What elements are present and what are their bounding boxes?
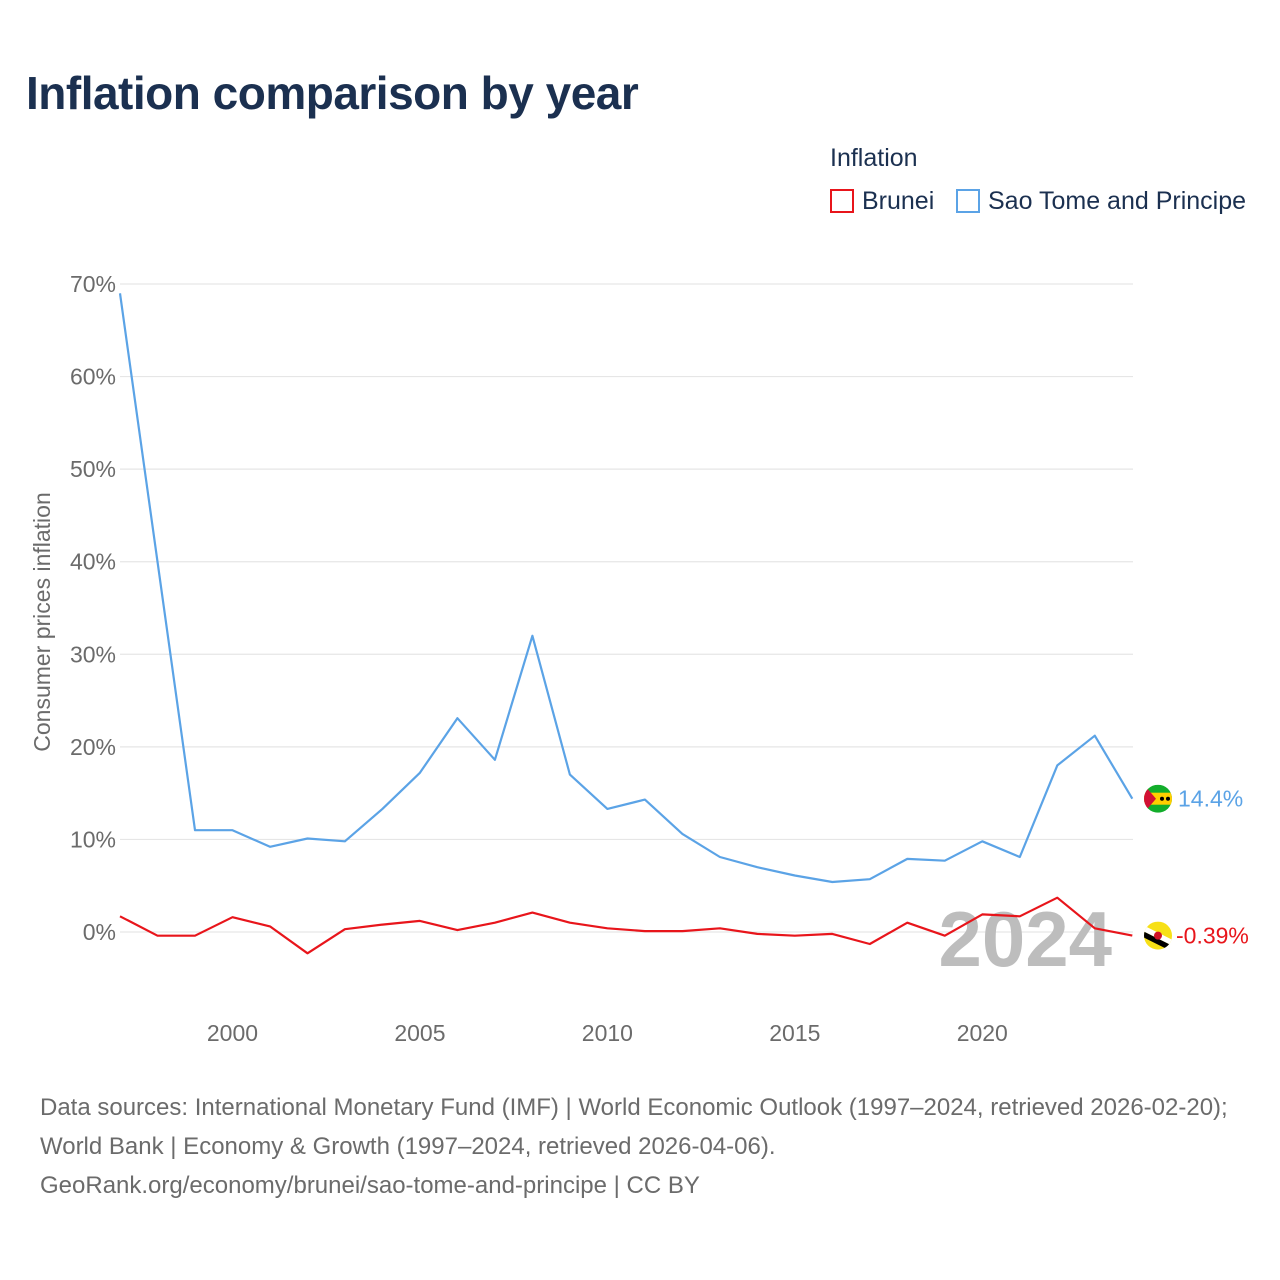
legend-item-brunei[interactable]: Brunei <box>830 186 934 216</box>
legend-swatch-sao-tome <box>956 189 980 213</box>
y-tick-label-50: 50% <box>70 456 116 482</box>
series-line-brunei <box>119 896 1133 955</box>
y-tick-label-70: 70% <box>70 271 116 297</box>
legend-swatch-brunei <box>830 189 854 213</box>
current-year-watermark: 2024 <box>938 895 1112 983</box>
y-tick-label-60: 60% <box>70 364 116 390</box>
flag-brunei-icon <box>1144 921 1172 950</box>
legend-label-brunei: Brunei <box>862 186 935 215</box>
legend-label-sao-tome: Sao Tome and Principe <box>988 186 1247 215</box>
series-line-sao-tome-and-principe <box>118 293 1134 884</box>
data-sources-text: Data sources: International Monetary Fun… <box>40 1094 1228 1160</box>
legend-item-sao-tome[interactable]: Sao Tome and Principe <box>956 186 1246 216</box>
x-tick-label-2000: 2000 <box>207 1020 258 1046</box>
x-tick-label-2020: 2020 <box>957 1020 1008 1046</box>
y-axis-title: Consumer prices inflation <box>29 492 55 752</box>
end-label-brunei: -0.39% <box>1176 923 1249 949</box>
x-tick-label-2005: 2005 <box>394 1020 445 1046</box>
end-label-sao-tome: 14.4% <box>1178 786 1243 812</box>
y-tick-label-40: 40% <box>70 549 116 575</box>
chart-title: Inflation comparison by year <box>26 67 639 119</box>
flag-sao-tome-icon <box>1144 784 1172 813</box>
y-tick-label-30: 30% <box>70 641 116 667</box>
legend-title: Inflation <box>830 144 918 172</box>
x-tick-label-2015: 2015 <box>769 1020 820 1046</box>
chart-footer: Data sources: International Monetary Fun… <box>40 1088 1250 1205</box>
source-link[interactable]: GeoRank.org/economy/brunei/sao-tome-and-… <box>40 1172 700 1199</box>
x-tick-label-2010: 2010 <box>582 1020 633 1046</box>
y-tick-label-20: 20% <box>70 734 116 760</box>
y-tick-label-10: 10% <box>70 826 116 852</box>
y-tick-label-0: 0% <box>83 919 116 945</box>
